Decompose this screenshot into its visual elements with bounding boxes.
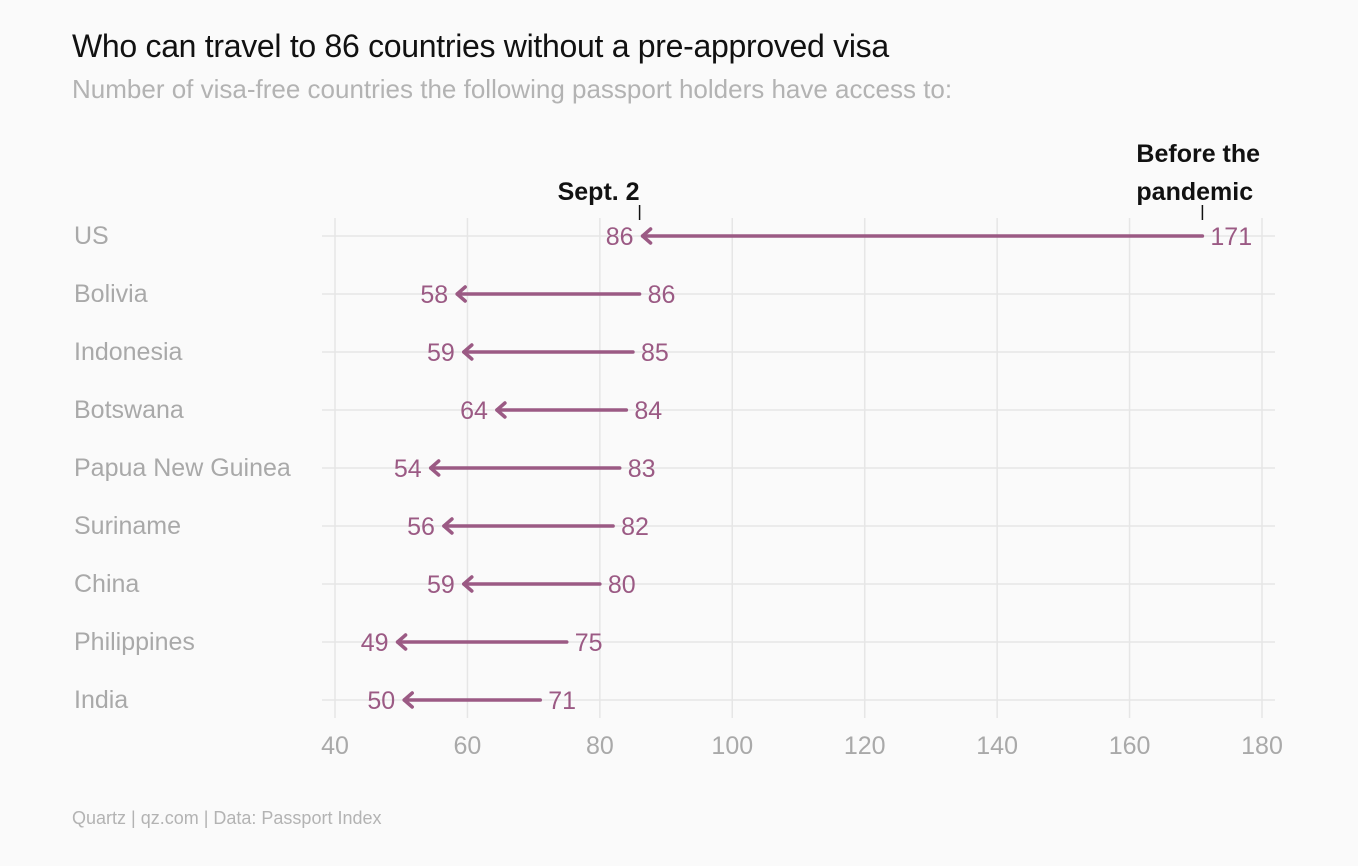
arrow-head bbox=[442, 517, 454, 535]
country-label: Suriname bbox=[74, 512, 181, 540]
x-tick-label: 100 bbox=[711, 732, 753, 760]
arrow-head bbox=[455, 285, 467, 303]
x-tick-label: 60 bbox=[454, 732, 482, 760]
sept2-value-label: 54 bbox=[394, 455, 422, 483]
before-value-label: 84 bbox=[634, 397, 662, 425]
before-value-label: 83 bbox=[628, 455, 656, 483]
arrow-head bbox=[640, 227, 653, 245]
arrow-head bbox=[462, 343, 474, 361]
before-value-label: 86 bbox=[648, 281, 676, 309]
sept2-value-label: 49 bbox=[361, 629, 389, 657]
source-credit: Quartz | qz.com | Data: Passport Index bbox=[72, 808, 382, 828]
x-tick-label: 80 bbox=[586, 732, 614, 760]
country-label: US bbox=[74, 222, 109, 250]
arrow-head bbox=[402, 691, 414, 709]
before-value-label: 82 bbox=[621, 513, 649, 541]
before-annotation-line2: pandemic bbox=[1136, 178, 1253, 206]
sept2-value-label: 59 bbox=[427, 571, 455, 599]
country-label: Indonesia bbox=[74, 338, 183, 366]
sept2-value-label: 58 bbox=[420, 281, 448, 309]
arrow-head bbox=[462, 575, 474, 593]
before-value-label: 85 bbox=[641, 339, 669, 367]
before-value-label: 71 bbox=[548, 687, 576, 715]
sept2-value-label: 64 bbox=[460, 397, 488, 425]
sept2-value-label: 86 bbox=[606, 223, 634, 251]
arrow-head bbox=[428, 459, 441, 477]
x-tick-label: 180 bbox=[1241, 732, 1283, 760]
arrow-head bbox=[395, 633, 408, 651]
country-label: India bbox=[74, 686, 128, 714]
x-tick-label: 40 bbox=[321, 732, 349, 760]
label-layer: 40 60 80 100 120 140 160 180 US 171 86 Bolivia 86 58 I… bbox=[74, 140, 1283, 760]
before-value-label: 171 bbox=[1210, 223, 1252, 251]
chart-title: Who can travel to 86 countries without a… bbox=[72, 28, 889, 64]
country-label: Botswana bbox=[74, 396, 184, 424]
country-label: Philippines bbox=[74, 628, 195, 656]
sept2-value-label: 50 bbox=[367, 687, 395, 715]
chart-subtitle: Number of visa-free countries the follow… bbox=[72, 74, 953, 104]
arrow-head bbox=[495, 401, 507, 419]
sept2-value-label: 59 bbox=[427, 339, 455, 367]
country-label: Papua New Guinea bbox=[74, 454, 291, 482]
before-value-label: 80 bbox=[608, 571, 636, 599]
x-tick-label: 140 bbox=[976, 732, 1018, 760]
x-tick-label: 160 bbox=[1109, 732, 1151, 760]
sept2-annotation: Sept. 2 bbox=[558, 178, 640, 206]
before-annotation-line1: Before the bbox=[1136, 140, 1260, 168]
x-tick-label: 120 bbox=[844, 732, 886, 760]
mark-layer bbox=[395, 227, 1205, 709]
before-value-label: 75 bbox=[575, 629, 603, 657]
country-label: Bolivia bbox=[74, 280, 148, 308]
country-label: China bbox=[74, 570, 139, 598]
grid-layer bbox=[322, 218, 1275, 718]
sept2-value-label: 56 bbox=[407, 513, 435, 541]
